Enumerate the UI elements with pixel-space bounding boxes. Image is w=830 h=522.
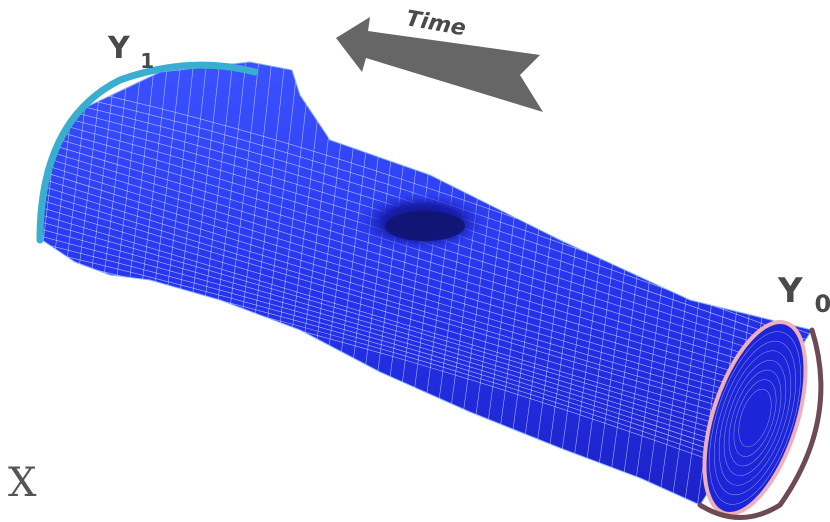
mesh-line-longitudinal <box>42 145 812 395</box>
mesh-line-circumferential <box>0 40 40 522</box>
mesh-line-longitudinal <box>42 218 812 460</box>
y0-rim-outer <box>697 327 824 520</box>
x-label: X <box>8 460 37 506</box>
y1-label-sub: 1 <box>140 49 154 73</box>
mesh-line-longitudinal <box>42 189 812 434</box>
y0-interior-mesh <box>709 331 801 505</box>
dimple-hole <box>385 211 465 241</box>
y0-mesh-ring <box>723 360 787 476</box>
mesh-line-longitudinal <box>42 138 812 388</box>
y0-mesh-ring <box>709 331 801 505</box>
y0-opening <box>697 320 824 520</box>
mesh-line-longitudinal <box>42 233 812 473</box>
y1-label: Y 1 <box>107 31 154 73</box>
mesh-line-longitudinal <box>42 240 812 480</box>
mesh-line-longitudinal <box>42 174 812 421</box>
y0-mesh-ring <box>714 340 796 496</box>
y0-mesh-ring <box>733 379 777 457</box>
mesh-line-longitudinal <box>42 160 812 408</box>
mesh-line-longitudinal <box>42 167 812 414</box>
time-label: Time <box>404 6 468 41</box>
mesh-line-circumferential <box>42 62 80 505</box>
mesh-line-circumferential <box>42 62 54 505</box>
mesh-line-longitudinal <box>42 182 812 427</box>
y0-label-main: Y <box>777 271 803 311</box>
y0-mesh-ring <box>738 388 772 448</box>
mesh-line-circumferential <box>42 62 67 505</box>
svg-text:Y 1: Y 1 <box>107 31 154 73</box>
mesh-line-longitudinal <box>42 247 812 486</box>
y0-mesh-ring <box>718 350 792 486</box>
y0-label: Y 0 <box>777 271 830 318</box>
y0-label-sub: 0 <box>814 290 830 318</box>
svg-text:Y 0: Y 0 <box>777 271 830 318</box>
time-direction-arrow-icon <box>336 17 543 112</box>
manifold-tube-surface <box>0 40 813 522</box>
y1-rim <box>36 61 259 244</box>
tube-body <box>41 61 813 506</box>
mesh-line-longitudinal <box>42 203 812 447</box>
y0-mesh-ring <box>728 369 782 467</box>
y1-label-main: Y <box>107 31 131 66</box>
